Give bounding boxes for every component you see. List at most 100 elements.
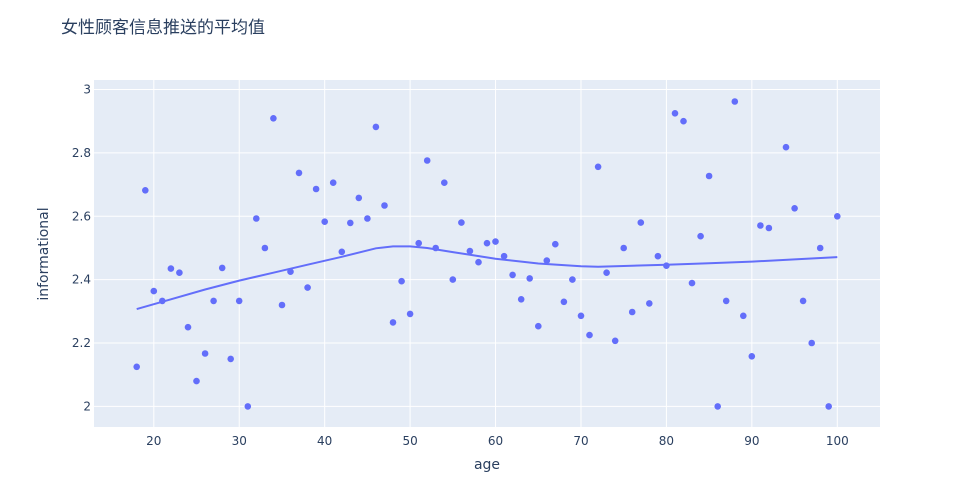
data-point xyxy=(671,110,679,117)
data-point xyxy=(347,219,354,227)
data-point xyxy=(364,215,371,222)
data-point xyxy=(526,275,533,282)
data-point xyxy=(270,115,277,122)
data-point xyxy=(210,297,217,305)
x-axis-title: age xyxy=(474,457,500,473)
data-point xyxy=(663,262,670,270)
data-point xyxy=(338,248,346,256)
data-point xyxy=(569,276,576,283)
x-tick-labels: 20 30 40 50 60 70 80 90 100 xyxy=(146,434,849,448)
data-point xyxy=(509,271,516,279)
scatter-points xyxy=(133,98,841,410)
data-point xyxy=(834,213,841,220)
grid xyxy=(94,80,880,427)
data-point xyxy=(680,117,687,125)
y-tick-label: 2.6 xyxy=(72,209,91,223)
x-tick-label: 40 xyxy=(317,434,332,448)
data-point xyxy=(295,169,303,177)
data-point xyxy=(167,265,175,272)
data-point xyxy=(193,377,200,385)
data-point xyxy=(586,331,593,339)
data-point xyxy=(150,287,158,295)
chart-title: 女性顾客信息推送的平均值 xyxy=(61,18,265,38)
data-point xyxy=(483,239,491,247)
data-point xyxy=(808,339,815,347)
data-point xyxy=(688,279,696,287)
data-point xyxy=(176,269,183,277)
data-point xyxy=(201,350,209,357)
data-point xyxy=(159,297,166,305)
data-point xyxy=(543,257,551,264)
data-point xyxy=(722,297,730,305)
data-point xyxy=(799,297,807,305)
data-point xyxy=(218,264,226,272)
data-point xyxy=(415,239,423,247)
x-tick-label: 20 xyxy=(146,434,161,448)
data-point xyxy=(406,310,414,318)
y-axis-title: informational xyxy=(36,207,52,300)
x-tick-label: 80 xyxy=(659,434,674,448)
data-point xyxy=(816,244,824,252)
data-point xyxy=(321,218,329,225)
data-point xyxy=(646,300,653,307)
data-point xyxy=(466,247,474,255)
data-point xyxy=(432,244,440,252)
data-point xyxy=(389,319,397,326)
data-point xyxy=(184,323,192,331)
data-point xyxy=(748,353,756,360)
data-point xyxy=(449,276,457,283)
data-point xyxy=(244,403,252,410)
data-point xyxy=(620,244,627,252)
data-point xyxy=(714,403,721,410)
data-point xyxy=(628,308,636,316)
data-point xyxy=(475,258,482,266)
data-point xyxy=(560,298,568,306)
data-point xyxy=(227,355,234,363)
data-point xyxy=(329,179,337,186)
x-tick-label: 100 xyxy=(826,434,849,448)
x-tick-label: 50 xyxy=(402,434,417,448)
y-tick-label: 2 xyxy=(83,399,91,413)
plot-background xyxy=(94,80,880,427)
x-tick-label: 30 xyxy=(232,434,247,448)
data-point xyxy=(594,163,602,171)
data-point xyxy=(142,187,149,194)
x-tick-label: 70 xyxy=(573,434,588,448)
data-point xyxy=(372,123,380,131)
y-tick-label: 3 xyxy=(83,83,91,97)
y-tick-label: 2.4 xyxy=(72,273,91,287)
y-tick-labels: 2 2.2 2.4 2.6 2.8 3 xyxy=(72,83,91,414)
data-point xyxy=(304,284,311,291)
trend-line-layer xyxy=(136,245,838,311)
data-point xyxy=(441,179,448,186)
data-point xyxy=(577,312,585,320)
data-point xyxy=(492,238,499,245)
data-point xyxy=(705,172,713,180)
data-point xyxy=(133,363,140,371)
data-point xyxy=(611,337,619,345)
data-point xyxy=(458,219,465,226)
data-point xyxy=(500,252,508,260)
data-point xyxy=(791,205,798,212)
data-point xyxy=(603,269,610,277)
data-point xyxy=(637,219,645,226)
data-point xyxy=(535,322,542,330)
data-point xyxy=(697,232,704,240)
data-point xyxy=(825,403,832,410)
data-point xyxy=(252,215,260,222)
x-tick-label: 90 xyxy=(744,434,759,448)
y-tick-label: 2.2 xyxy=(72,336,91,350)
data-point xyxy=(654,252,662,260)
data-point xyxy=(235,297,243,305)
data-point xyxy=(278,301,286,309)
data-point xyxy=(552,240,559,248)
data-point xyxy=(782,143,790,151)
data-point xyxy=(765,224,773,232)
trend-line xyxy=(136,245,838,311)
data-point xyxy=(757,222,764,229)
data-point xyxy=(261,244,269,252)
data-point xyxy=(731,98,739,105)
x-tick-label: 60 xyxy=(488,434,503,448)
data-point xyxy=(381,202,388,209)
data-point xyxy=(423,157,431,164)
